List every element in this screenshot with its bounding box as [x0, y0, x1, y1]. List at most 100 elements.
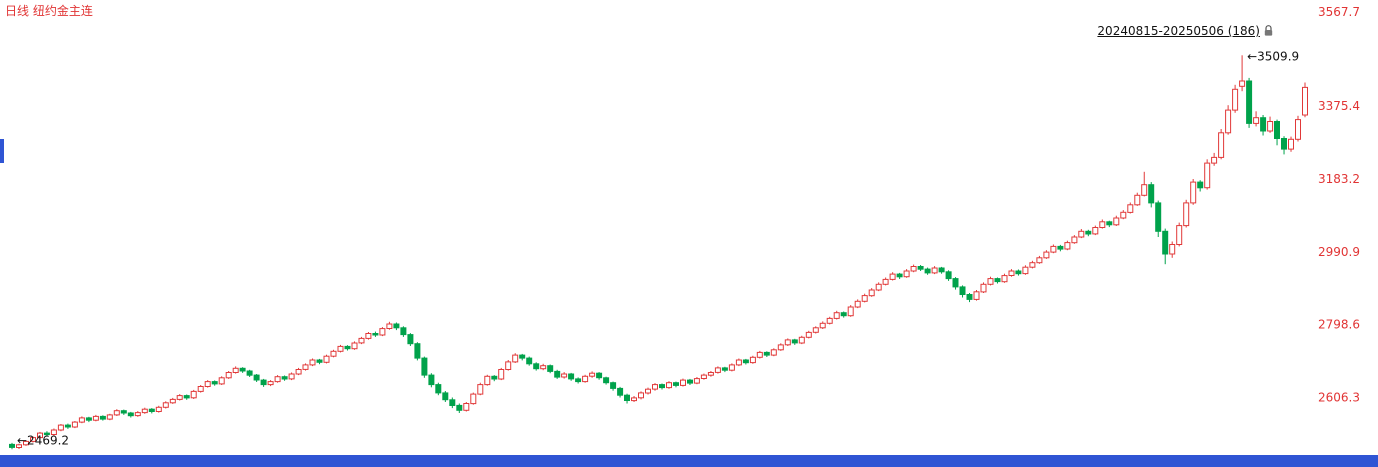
candle-body — [1274, 121, 1280, 139]
candle-body — [505, 361, 512, 370]
candle-body — [1029, 262, 1036, 268]
candle-body — [71, 421, 78, 428]
candle-body — [910, 266, 917, 272]
candle-body — [50, 429, 57, 435]
candle-body — [826, 317, 833, 324]
candle-body — [421, 357, 428, 376]
candle-body — [57, 424, 64, 431]
candle-body — [134, 412, 141, 417]
candle-body — [1267, 121, 1274, 132]
candle-body — [1190, 181, 1197, 204]
candle-body — [218, 377, 225, 385]
candle-body — [442, 392, 449, 401]
candle-body — [854, 300, 861, 308]
candle-body — [1176, 225, 1183, 246]
lock-icon — [1263, 25, 1274, 37]
candle-body — [99, 415, 106, 420]
y-axis-label: 3183.2 — [1318, 172, 1360, 186]
candle-body — [1197, 181, 1204, 189]
candle-body — [9, 443, 15, 448]
candle-body — [889, 273, 896, 280]
candle-body — [239, 367, 246, 372]
candle-body — [638, 392, 644, 399]
candle-body — [407, 334, 414, 345]
candle-body — [1183, 202, 1190, 227]
candle-body — [37, 432, 43, 439]
candle-body — [1204, 162, 1211, 189]
candle-body — [693, 378, 700, 384]
candle-body — [1239, 80, 1246, 87]
candle-body — [945, 271, 952, 280]
candle-body — [777, 344, 784, 351]
candle-body — [246, 370, 253, 376]
candle-body — [498, 369, 505, 380]
candle-body — [763, 351, 770, 356]
candle-body — [491, 375, 498, 380]
candle-body — [316, 359, 323, 363]
candle-body — [197, 386, 204, 392]
candle-body — [253, 374, 260, 381]
candle-body — [547, 365, 554, 372]
candle-body — [980, 283, 987, 293]
candle-body — [414, 343, 421, 359]
candle-body — [148, 408, 155, 413]
candle-body — [1085, 230, 1092, 235]
candle-body — [344, 345, 351, 350]
candle-body — [728, 364, 735, 371]
candle-body — [924, 268, 931, 274]
candle-body — [43, 432, 50, 436]
candle-body — [64, 424, 71, 428]
candle-body — [470, 393, 477, 405]
candle-body — [770, 349, 777, 356]
candle-body — [127, 412, 134, 417]
bottom-bar — [0, 455, 1378, 467]
candle-body — [1295, 119, 1301, 140]
candle-body — [1211, 156, 1218, 164]
candle-body — [540, 365, 547, 370]
y-axis-label: 2798.6 — [1318, 318, 1360, 332]
candle-body — [875, 283, 882, 291]
candle-body — [1036, 257, 1043, 264]
candle-body — [749, 356, 756, 364]
candle-body — [1148, 184, 1155, 204]
candle-body — [784, 339, 791, 346]
candle-body — [631, 397, 637, 402]
candle-body — [190, 390, 197, 399]
candle-body — [645, 388, 651, 394]
candle-body — [337, 345, 344, 352]
candle-body — [365, 333, 372, 339]
candle-body — [16, 444, 22, 448]
candle-body — [358, 337, 365, 344]
candle-body — [1022, 266, 1029, 275]
candle-body — [812, 327, 819, 333]
candle-body — [1106, 221, 1113, 226]
candle-body — [700, 374, 707, 380]
date-range-link[interactable]: 20240815-20250506 (186) — [1097, 24, 1274, 38]
candle-body — [85, 417, 92, 421]
candle-body — [92, 415, 99, 421]
candle-body — [833, 312, 840, 319]
candle-body — [1001, 275, 1008, 283]
candle-body — [791, 339, 798, 344]
candle-body — [1008, 270, 1015, 276]
candle-body — [211, 381, 218, 385]
y-axis-label: 2990.9 — [1318, 245, 1360, 259]
candle-body — [721, 367, 728, 371]
candle-body — [610, 382, 617, 389]
candle-body — [1078, 230, 1085, 238]
candle-body — [868, 289, 875, 297]
candle-body — [1113, 217, 1120, 226]
candle-body — [78, 417, 85, 423]
candle-body — [400, 327, 407, 336]
candle-body — [624, 394, 630, 402]
candle-body — [847, 306, 854, 317]
candle-body — [756, 351, 763, 358]
candle-body — [1015, 270, 1022, 275]
candle-body — [183, 395, 190, 399]
candle-body — [449, 399, 456, 406]
candle-body — [519, 354, 526, 359]
candle-body — [896, 273, 903, 278]
candle-body — [931, 267, 938, 274]
candle-body — [805, 331, 812, 338]
